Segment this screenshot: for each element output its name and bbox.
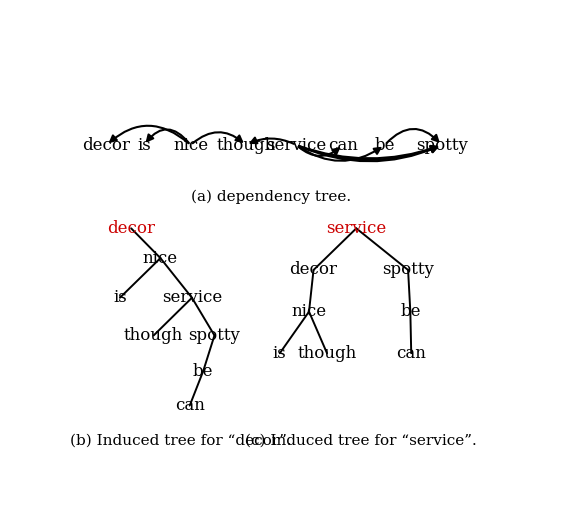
Text: decor: decor	[107, 220, 155, 237]
Text: can: can	[175, 397, 205, 414]
Text: is: is	[273, 345, 286, 362]
Text: decor: decor	[83, 136, 130, 153]
Text: spotty: spotty	[382, 262, 434, 279]
Text: decor: decor	[289, 262, 338, 279]
Text: be: be	[374, 136, 395, 153]
Text: service: service	[326, 220, 386, 237]
Text: (a) dependency tree.: (a) dependency tree.	[191, 190, 351, 204]
Text: spotty: spotty	[416, 136, 468, 153]
Text: nice: nice	[173, 136, 208, 153]
Text: nice: nice	[292, 303, 327, 320]
Text: be: be	[400, 303, 421, 320]
Text: is: is	[113, 289, 127, 306]
Text: nice: nice	[143, 250, 178, 267]
Text: can: can	[328, 136, 358, 153]
Text: can: can	[396, 345, 426, 362]
Text: service: service	[266, 136, 327, 153]
Text: service: service	[162, 289, 222, 306]
Text: though: though	[124, 327, 183, 344]
Text: though: though	[216, 136, 275, 153]
Text: (b) Induced tree for “decor”.: (b) Induced tree for “decor”.	[70, 433, 292, 447]
Text: is: is	[137, 136, 150, 153]
Text: be: be	[193, 363, 213, 380]
Text: spotty: spotty	[188, 327, 241, 344]
Text: though: though	[297, 345, 357, 362]
Text: (c) Induced tree for “service”.: (c) Induced tree for “service”.	[245, 433, 476, 447]
